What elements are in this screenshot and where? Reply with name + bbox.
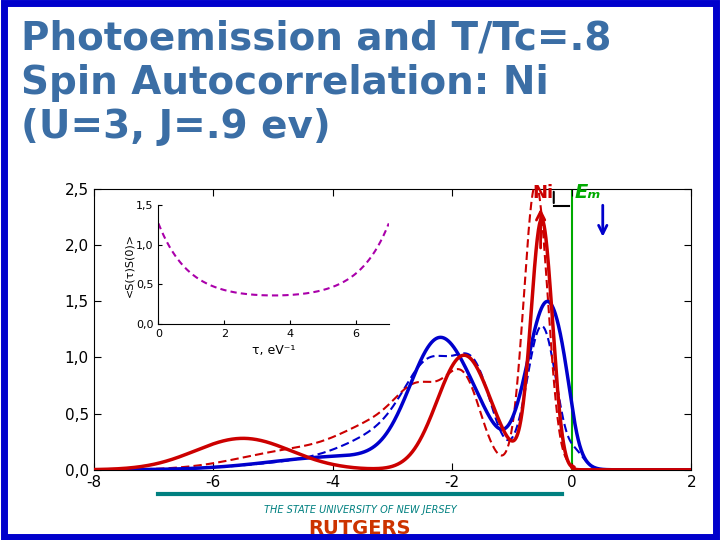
Text: Ni: Ni: [533, 184, 554, 202]
Text: THE STATE UNIVERSITY OF NEW JERSEY: THE STATE UNIVERSITY OF NEW JERSEY: [264, 505, 456, 515]
Text: Eₘ: Eₘ: [575, 183, 601, 202]
Text: Photoemission and T/Tc=.8
Spin Autocorrelation: Ni
(U=3, J=.9 ev): Photoemission and T/Tc=.8 Spin Autocorre…: [22, 19, 612, 146]
Text: RUTGERS: RUTGERS: [309, 518, 411, 538]
X-axis label: τ, eV⁻¹: τ, eV⁻¹: [252, 345, 295, 357]
Y-axis label: <S(τ)S(0)>: <S(τ)S(0)>: [125, 233, 135, 296]
